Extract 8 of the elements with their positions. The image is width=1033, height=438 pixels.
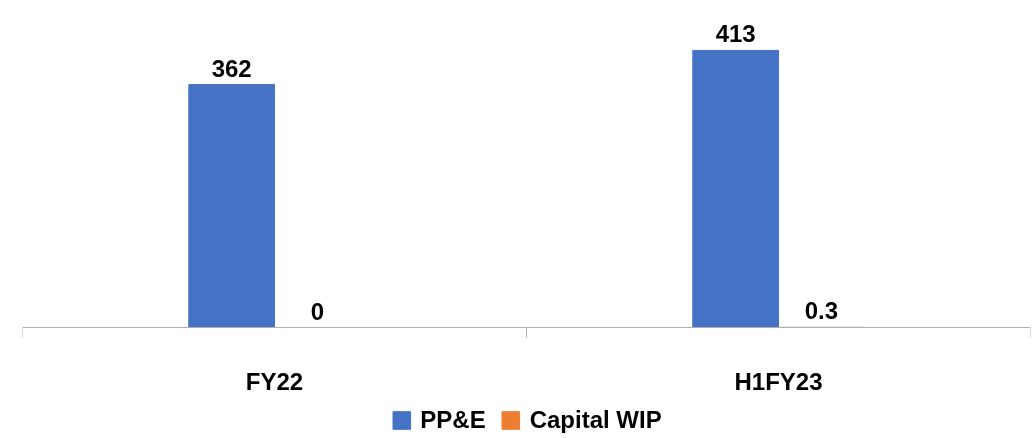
data-label: 0.3 <box>804 297 839 325</box>
data-label: 0 <box>310 297 325 325</box>
legend-label: PP&E <box>420 406 486 434</box>
data-label: 413 <box>715 20 756 48</box>
x-tick-label: H1FY23 <box>734 367 823 395</box>
data-label: 362 <box>211 54 252 82</box>
legend-label: Capital WIP <box>529 406 662 434</box>
x-tick-label: FY22 <box>245 367 304 395</box>
